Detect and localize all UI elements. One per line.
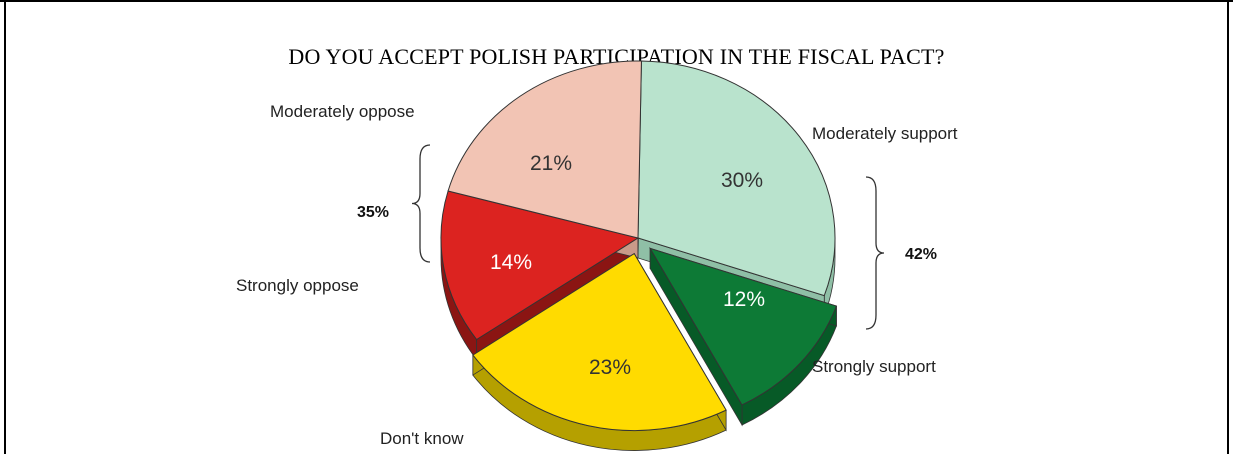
slice-strongly-oppose [440,190,640,341]
percent-label-strongly-oppose: 14% [490,251,532,274]
category-labels: Moderately support Strongly support Don't … [236,102,958,448]
group-brace-moderately-support-strongly-support [865,176,885,330]
category-label-don-t-know: Don't know [380,429,464,448]
percent-label-strongly-support: 12% [723,288,765,311]
group-brace-moderately-oppose-strongly-oppose [411,144,431,263]
percent-label-don-t-know: 23% [589,356,631,379]
slice-moderately-oppose [447,60,642,239]
category-label-moderately-oppose: Moderately oppose [270,102,415,121]
left-border [4,0,6,454]
percent-labels: 30% 12% 23% 14% 21% [490,152,765,379]
top-border [0,0,1233,2]
percent-label-moderately-support: 30% [721,169,763,192]
pie-slices [440,60,838,432]
group-brackets: 42% 35% [357,144,937,330]
right-border [1227,0,1229,454]
group-label-moderately-support-strongly-support: 42% [905,246,937,263]
slice-moderately-support [637,60,836,297]
category-label-strongly-oppose: Strongly oppose [236,276,359,295]
percent-label-moderately-oppose: 21% [530,152,572,175]
slice-strongly-support [649,247,838,406]
category-label-strongly-support: Strongly support [812,357,936,376]
category-label-moderately-support: Moderately support [812,124,958,143]
group-label-moderately-oppose-strongly-oppose: 35% [357,204,389,221]
slice-don-t-know [472,252,727,432]
